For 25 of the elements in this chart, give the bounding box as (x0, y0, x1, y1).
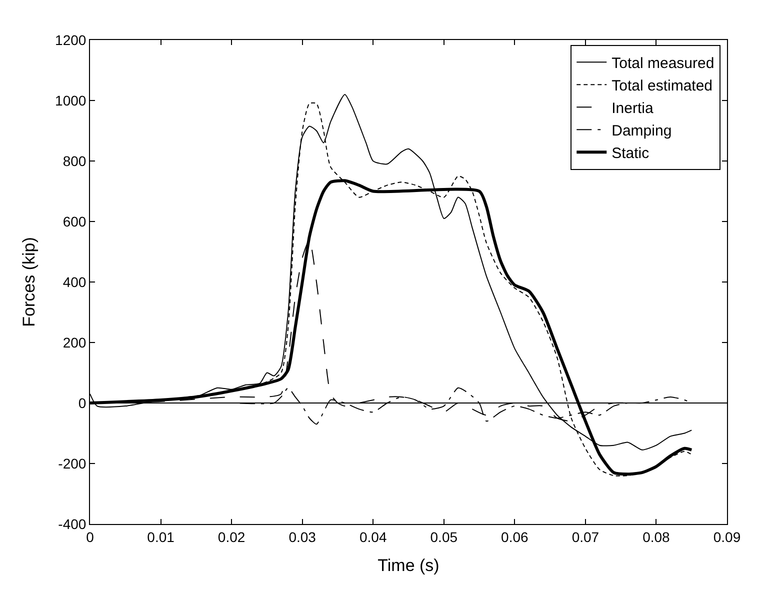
y-axis-title: Forces (kip) (20, 237, 39, 327)
x-tick-label: 0.08 (642, 528, 670, 545)
y-tick-label: 1200 (55, 32, 86, 48)
y-tick-label: -200 (58, 455, 86, 472)
x-tick-label: 0.02 (218, 528, 246, 545)
y-tick-label: 800 (62, 152, 86, 169)
x-tick-label: 0.07 (572, 528, 600, 545)
x-tick-label: 0.09 (713, 528, 741, 545)
y-tick-label: -400 (58, 516, 86, 532)
y-tick-label: 400 (62, 274, 86, 290)
legend-label: Inertia (612, 100, 654, 117)
x-tick-label: 0.01 (147, 528, 175, 545)
x-axis-title: Time (s) (378, 556, 440, 576)
y-tick-label: 600 (62, 213, 86, 230)
x-tick-label: 0.03 (288, 528, 316, 545)
x-tick-label: 0.05 (430, 528, 458, 545)
legend-label: Damping (612, 122, 672, 140)
legend-label: Total estimated (612, 77, 713, 94)
y-tick-label: 1000 (55, 92, 86, 108)
y-tick-label: 200 (62, 334, 86, 350)
x-tick-label: 0.06 (501, 528, 529, 545)
legend-label: Static (612, 144, 650, 162)
y-tick-label: 0 (78, 394, 86, 411)
x-tick-label: 0.04 (359, 528, 387, 545)
legend-label: Total measured (612, 54, 714, 72)
